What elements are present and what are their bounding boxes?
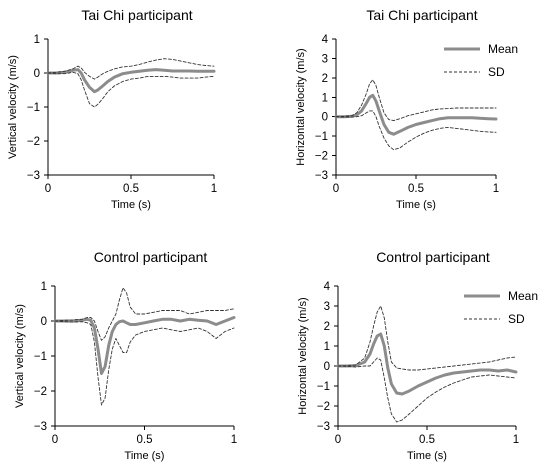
y-tick-label: 1 <box>34 34 40 46</box>
mean-line <box>46 68 216 94</box>
x-tick-label: 1 <box>493 183 499 195</box>
y-tick-label: 2 <box>324 321 330 333</box>
y-tick-label: −1 <box>27 102 40 114</box>
legend-label: Mean <box>488 42 518 56</box>
x-tick-label: 0.5 <box>419 434 435 446</box>
y-tick-label: 0 <box>34 68 40 80</box>
y-tick-label: 0 <box>324 361 330 373</box>
y-tick-label: −1 <box>317 381 330 393</box>
legend-label: SD <box>508 312 525 326</box>
y-tick-label: 1 <box>322 92 328 104</box>
sd-lower-line <box>335 110 497 151</box>
x-axis-label: Time (s) <box>111 199 151 211</box>
x-tick-label: 1 <box>513 434 519 446</box>
x-axis-label: Time (s) <box>407 450 447 462</box>
sd-upper-line <box>47 58 215 80</box>
chart-panel-4: Control participant 4 3 2 1 0 −1 −2 −3 0 0.5 1 Time … <box>297 249 538 462</box>
y-axis-label: Horizontal velocity (m/s) <box>295 48 307 165</box>
y-tick-label: −2 <box>317 401 330 413</box>
chart-title: Tai Chi participant <box>366 7 477 23</box>
legend-label: Mean <box>508 289 538 303</box>
sd-lower-line <box>47 71 215 108</box>
sd-upper-line <box>54 287 235 341</box>
x-tick-label: 0.5 <box>123 183 139 195</box>
x-tick-label: 0 <box>52 434 58 446</box>
x-tick-label: 0.5 <box>137 434 153 446</box>
x-axis-label: Time (s) <box>125 450 165 462</box>
chart-title: Control participant <box>94 249 208 265</box>
y-tick-label: 1 <box>41 281 47 293</box>
y-tick-label: −3 <box>315 170 328 182</box>
x-axis-label: Time (s) <box>396 199 436 211</box>
y-axis-label: Vertical velocity (m/s) <box>14 304 26 408</box>
sd-lower-line <box>54 320 235 406</box>
legend: Mean SD <box>444 42 518 79</box>
y-tick-label: 4 <box>324 281 331 293</box>
x-tick-label: 0 <box>335 434 341 446</box>
chart-title: Tai Chi participant <box>81 7 192 23</box>
x-tick-label: 1 <box>231 434 237 446</box>
y-tick-label: −2 <box>315 151 328 163</box>
y-tick-label: 0 <box>322 112 328 124</box>
chart-panel-2: Tai Chi participant 4 3 2 1 0 −1 −2 −3 0 0.5 1 Time … <box>295 7 518 211</box>
chart-panel-3: Control participant 1 0 −1 −2 −3 0 0.5 1 Time (s)… <box>14 249 237 462</box>
sd-upper-line <box>337 305 517 371</box>
x-tick-label: 1 <box>211 183 217 195</box>
y-tick-label: −1 <box>34 351 47 363</box>
y-tick-label: 2 <box>322 73 328 85</box>
legend-label: SD <box>488 65 505 79</box>
y-tick-label: 4 <box>322 34 329 46</box>
y-tick-label: −2 <box>34 386 47 398</box>
y-tick-label: 1 <box>324 341 330 353</box>
chart-title: Control participant <box>376 249 490 265</box>
mean-line <box>53 316 236 375</box>
y-tick-label: 0 <box>41 316 47 328</box>
y-tick-label: −1 <box>315 131 328 143</box>
x-tick-label: 0 <box>333 183 339 195</box>
y-axis-label: Horizontal velocity (m/s) <box>297 297 309 414</box>
y-tick-label: −3 <box>34 421 47 433</box>
y-axis-label: Vertical velocity (m/s) <box>7 55 19 159</box>
chart-panel-1: Tai Chi participant 1 0 −1 −2 −3 0 0.5 1 Time (s)… <box>7 7 217 211</box>
mean-line <box>336 332 518 396</box>
sd-upper-line <box>335 79 497 122</box>
y-tick-label: 3 <box>324 301 330 313</box>
y-tick-label: −2 <box>27 136 40 148</box>
x-tick-label: 0 <box>45 183 51 195</box>
y-tick-label: −3 <box>317 421 330 433</box>
mean-line <box>334 93 498 136</box>
x-tick-label: 0.5 <box>408 183 424 195</box>
legend: Mean SD <box>464 289 538 326</box>
y-tick-label: −3 <box>27 170 40 182</box>
sd-lower-line <box>337 357 517 423</box>
y-tick-label: 3 <box>322 53 328 65</box>
